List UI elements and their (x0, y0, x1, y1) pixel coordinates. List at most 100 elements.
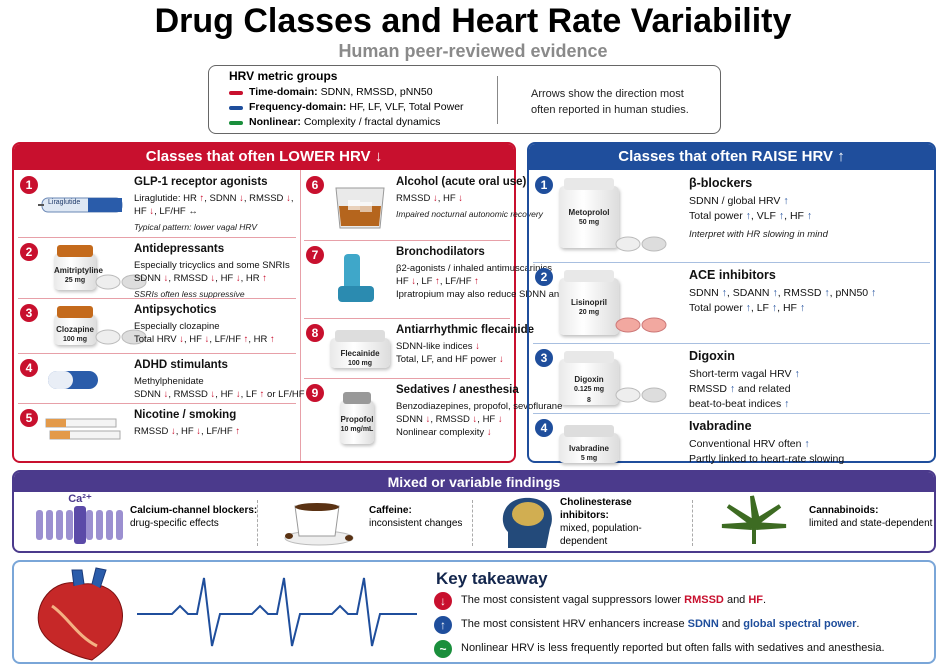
mixed-text: Calcium-channel blockers: drug-specific e… (130, 504, 260, 530)
item-name: Sedatives / anesthesia (396, 384, 519, 396)
mixed-title: Mixed or variable findings (14, 472, 934, 492)
bottle: Amitriptyline 25 mg (54, 245, 103, 290)
item-text: Antidepressants Especially tricyclics and… (134, 243, 290, 301)
item-name: Antipsychotics (134, 304, 217, 316)
row-divider (18, 403, 296, 404)
item-note: Typical pattern: lower vagal HRV (134, 222, 257, 232)
number-badge: 6 (306, 176, 324, 194)
cigs (45, 418, 121, 440)
item-text: Nicotine / smoking RMSSD ↓, HF ↓, LF/HF ↑ (134, 409, 240, 438)
illustration (44, 415, 124, 450)
takeaway-segment: and (723, 594, 749, 606)
bottle-label: Amitriptyline (54, 265, 103, 275)
bottle-label: Metoprolol (568, 207, 610, 217)
item-name: Alcohol (acute oral use) (396, 176, 527, 188)
cap (342, 392, 372, 404)
illustration (94, 327, 150, 350)
takeaway-line: Nonlinear HRV is less frequently reporte… (461, 642, 885, 654)
legend-text: Complexity / fractal dynamics (303, 116, 441, 128)
legend-swatch (229, 106, 243, 110)
legend-name: Time-domain: (249, 86, 318, 98)
item-name: Nicotine / smoking (134, 409, 237, 421)
item-text: Antipsychotics Especially clozapine Total … (134, 304, 275, 346)
item-line: Total HRV ↓, HF ↓, LF/HF ↑, HR ↑ (134, 334, 275, 345)
row-divider (533, 343, 930, 344)
item-line: Total power ↑, LF ↑, HF ↑ (689, 302, 806, 314)
item-text: Sedatives / anesthesia Benzodiazepines, p… (396, 384, 562, 439)
item-line: RMSSD ↓, HF ↓ (396, 193, 464, 204)
illustration (330, 182, 390, 237)
legend-item: Time-domain: SDNN, RMSSD, pNN50 (249, 86, 433, 98)
item-line: SDNN / global HRV ↑ (689, 195, 789, 207)
row-divider (533, 413, 930, 414)
inhaler (338, 254, 374, 302)
bottle-label: Clozapine (56, 324, 94, 334)
legend-box: HRV metric groups Arrows show the direct… (208, 65, 721, 134)
illustration (38, 184, 138, 229)
takeaway-segment: The most consistent HRV enhancers increa… (461, 618, 688, 630)
number-badge: 8 (306, 324, 324, 342)
title: Drug Classes and Heart Rate Variability (154, 2, 792, 40)
legend-item: Frequency-domain: HF, LF, VLF, Total Pow… (249, 101, 464, 113)
bottle: Lisinopril 20 mg (559, 270, 619, 335)
item-note: Interpret with HR slowing in mind (689, 229, 828, 240)
lower-panel: Classes that often LOWER HRV ↓ 1 Liraglut… (12, 142, 601, 463)
number-badge: 4 (20, 359, 38, 377)
column-divider (472, 500, 474, 546)
item-line: beat-to-beat indices ↑ (689, 398, 790, 410)
legend-note: Arrows show the direction most often rep… (531, 88, 689, 116)
bottle-label: Ivabradine (568, 443, 609, 453)
item-line: RMSSD ↓, HF ↓, LF/HF ↑ (134, 426, 241, 437)
raise-panel: Classes that often RAISE HRV ↑ 1 Metoprol… (527, 142, 936, 465)
bottle: Digoxin 0.125 mg 8 (559, 351, 619, 405)
item-line: Conventional HRV often ↑ (689, 438, 810, 450)
icon (721, 495, 787, 544)
pills (95, 274, 147, 290)
row-divider (18, 353, 296, 354)
item-name: Antiarrhythmic flecainide (396, 324, 535, 336)
item-text: Alcohol (acute oral use) RMSSD ↓, HF ↓ Imp… (396, 176, 543, 221)
subtitle: Human peer-reviewed evidence (338, 41, 608, 61)
mixed-desc: mixed, population-dependent (560, 523, 642, 547)
legend-item: Nonlinear: Complexity / fractal dynamics (249, 116, 440, 128)
column-divider (257, 500, 259, 546)
item-name: ADHD stimulants (134, 359, 228, 371)
legend-swatch (229, 91, 243, 95)
bottle-label: Propofol (340, 415, 374, 425)
item-line: β2-agonists / inhaled antimuscarinics (396, 263, 552, 274)
bottle-label: 50 mg (578, 218, 600, 226)
takeaway-segment: The most consistent vagal suppressors lo… (461, 594, 685, 606)
cap (563, 351, 615, 363)
legend-name: Frequency-domain: (249, 101, 347, 113)
lower-title: Classes that often LOWER HRV ↓ (14, 144, 514, 170)
icon (502, 497, 552, 548)
icon-label: Ca²⁺ (68, 493, 92, 505)
item-line: Especially clozapine (134, 321, 220, 332)
bottle-label: 100 mg (347, 359, 373, 367)
takeaway-segment: and (718, 618, 744, 630)
bottle-label: 0.125 mg (574, 386, 604, 394)
cap (57, 306, 93, 318)
bottle-label: 20 mg (578, 308, 600, 316)
cap (334, 330, 386, 342)
mixed-text: Caffeine: inconsistent changes (369, 504, 499, 530)
takeaway-title: Key takeaway (436, 569, 548, 588)
item-line: Total power ↑, VLF ↑, HF ↑ (689, 210, 813, 222)
number-badge: 1 (535, 176, 553, 194)
bottle-label: 5 mg (580, 454, 598, 462)
item-line: Ipratropium may also reduce SDNN and RMS… (396, 289, 602, 300)
pills (95, 329, 147, 345)
mixed-text: Cholinesterase inhibitors: mixed, populat… (560, 496, 680, 548)
item-name: GLP-1 receptor agonists (134, 176, 268, 188)
legend-name: Nonlinear: (249, 116, 301, 128)
row-divider (304, 378, 510, 379)
item-text: Digoxin Short-term vagal HRV ↑ RMSSD ↑ and… (689, 349, 800, 412)
mixed-text: Cannabinoids: limited and state-dependent (809, 504, 939, 530)
item-line: Nonlinear complexity ↓ (396, 427, 492, 438)
takeaway-icon: ↓ (434, 592, 452, 610)
icon: Ca²⁺ (36, 493, 123, 544)
number-badge: 2 (20, 243, 38, 261)
glass (335, 187, 385, 229)
item-line: SDNN ↑, SDANN ↑, RMSSD ↑, pNN50 ↑ (689, 287, 877, 299)
mixed-desc: limited and state-dependent (809, 518, 933, 529)
